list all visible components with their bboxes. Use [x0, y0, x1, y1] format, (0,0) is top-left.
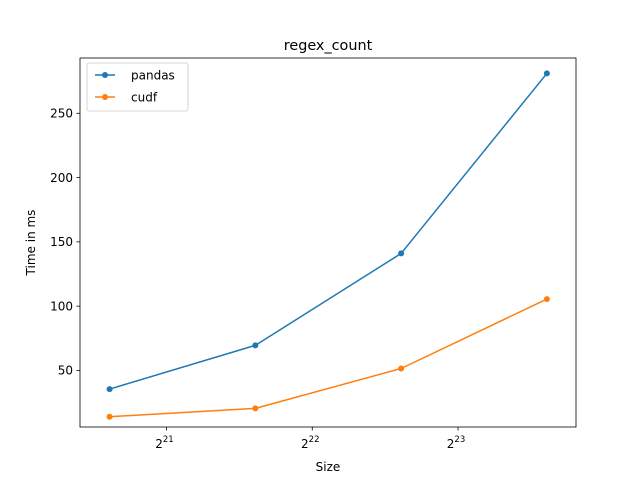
x-tick-label: 222 — [301, 435, 319, 451]
data-point-pandas — [252, 342, 259, 349]
legend: pandas cudf — [86, 62, 189, 112]
legend-label-pandas: pandas — [131, 68, 175, 82]
y-axis-label: Time in ms — [24, 210, 38, 277]
legend-label-cudf: cudf — [131, 90, 158, 104]
y-tick-label: 50 — [58, 364, 73, 378]
x-axis: 221 222 223 — [155, 427, 465, 451]
data-point-cudf — [106, 413, 113, 420]
data-point-pandas — [398, 250, 405, 257]
series-line-pandas — [109, 72, 548, 390]
plot-frame — [79, 57, 577, 428]
x-axis-label: Size — [316, 460, 341, 474]
series-line-cudf — [109, 298, 548, 418]
legend-marker-pandas — [102, 72, 108, 78]
y-tick-label: 250 — [50, 107, 73, 121]
y-axis: 50 100 150 200 250 — [50, 107, 80, 378]
y-tick-label: 150 — [50, 235, 73, 249]
data-point-cudf — [252, 405, 259, 412]
data-point-pandas — [106, 386, 113, 393]
y-tick-label: 200 — [50, 171, 73, 185]
x-tick-label: 221 — [155, 435, 173, 451]
y-tick-label: 100 — [50, 299, 73, 313]
data-point-pandas — [543, 70, 550, 77]
data-point-cudf — [543, 296, 550, 303]
x-tick-label: 223 — [447, 435, 465, 451]
series-layer — [106, 70, 550, 420]
data-point-cudf — [398, 365, 405, 372]
plot-area — [79, 57, 577, 428]
chart-title: regex_count — [284, 38, 373, 54]
legend-marker-cudf — [102, 94, 108, 100]
